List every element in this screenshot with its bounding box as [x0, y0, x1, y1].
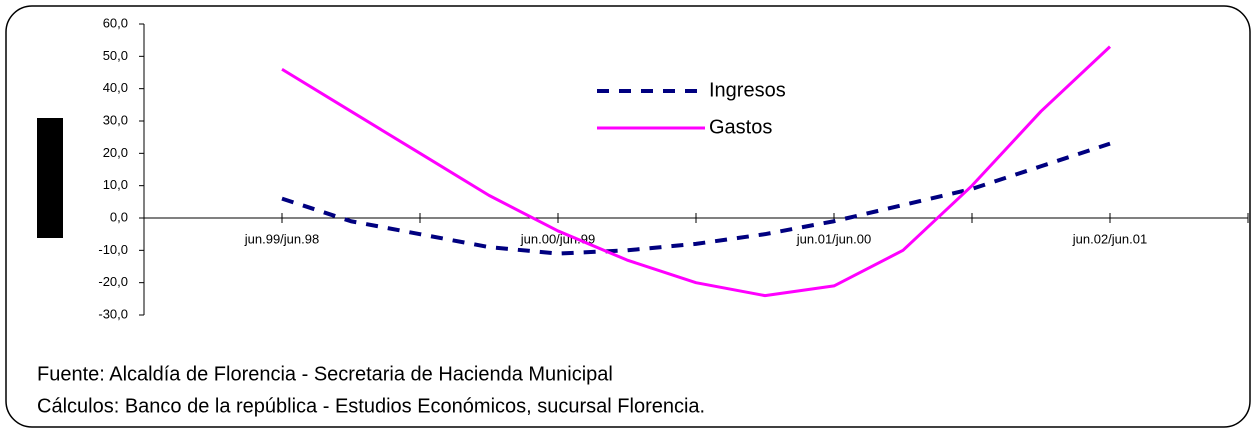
y-tick-label: 50,0 — [103, 48, 128, 63]
y-tick-label: -20,0 — [98, 274, 128, 289]
y-tick-label: 10,0 — [103, 177, 128, 192]
source-note: Fuente: Alcaldía de Florencia - Secretar… — [37, 363, 613, 385]
legend-label: Ingresos — [709, 79, 786, 101]
y-tick-label: 0,0 — [110, 209, 128, 224]
x-tick-label: jun.02/jun.01 — [1072, 231, 1147, 246]
x-tick-label: jun.99/jun.98 — [244, 231, 319, 246]
y-tick-label: -10,0 — [98, 242, 128, 257]
y-tick-label: 40,0 — [103, 80, 128, 95]
chart-frame — [5, 5, 1251, 428]
y-tick-label: -30,0 — [98, 306, 128, 321]
legend-label: Gastos — [709, 116, 772, 138]
y-tick-label: 20,0 — [103, 145, 128, 160]
series-line — [281, 141, 1111, 256]
y-tick-label: 60,0 — [103, 15, 128, 30]
x-tick-label: jun.01/jun.00 — [796, 231, 871, 246]
series-line — [281, 45, 1112, 298]
x-tick-label: jun.00/jun.99 — [520, 231, 595, 246]
y-axis-box — [37, 118, 63, 238]
y-tick-label: 30,0 — [103, 112, 128, 127]
calc-note: Cálculos: Banco de la república - Estudi… — [37, 395, 705, 417]
